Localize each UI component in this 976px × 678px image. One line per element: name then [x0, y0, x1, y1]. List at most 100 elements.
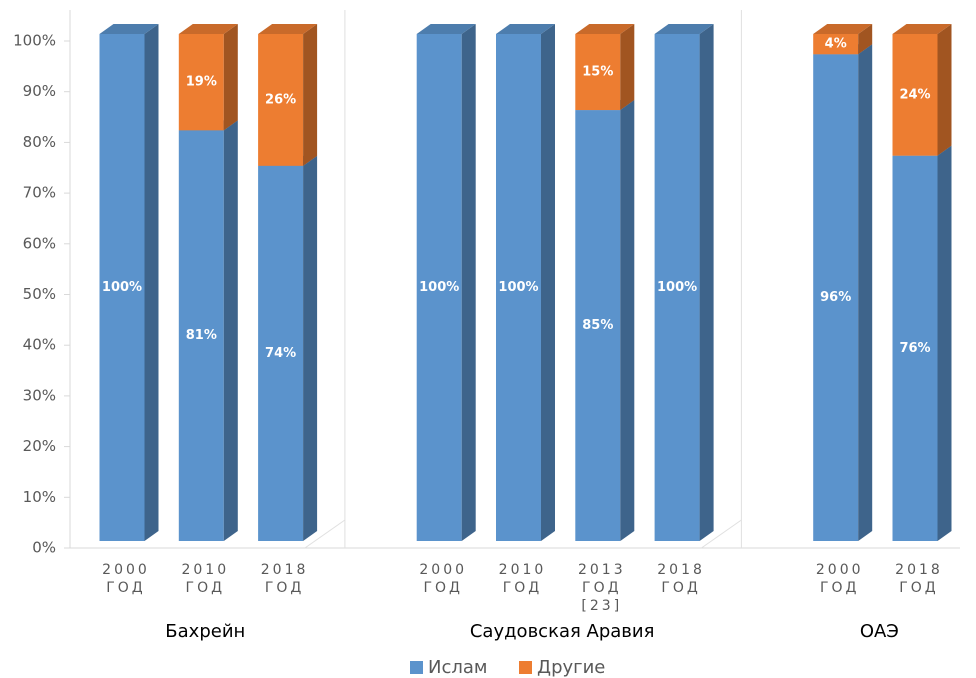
data-label: 100%	[657, 280, 697, 295]
bar-top	[496, 24, 555, 34]
x-tick-line: 2013	[578, 562, 626, 578]
x-tick-label: 2018 ГОД	[895, 562, 943, 596]
x-tick-line: 2018	[657, 562, 705, 578]
bar-side	[144, 24, 159, 541]
bar-side	[223, 120, 238, 541]
bar-segment	[892, 34, 938, 156]
bar-segment	[892, 155, 938, 541]
bar-segment	[99, 34, 145, 541]
bar-side	[937, 145, 952, 541]
x-tick-line: ГОД	[265, 580, 305, 596]
bar-segment	[575, 110, 621, 542]
x-tick-line: 2018	[895, 562, 943, 578]
bar-segment	[258, 165, 304, 541]
x-tick-line: ГОД	[899, 580, 939, 596]
legend-swatch	[410, 661, 423, 674]
y-tick-label: 20%	[23, 437, 56, 455]
bar-side	[937, 24, 952, 156]
data-label: 4%	[825, 37, 847, 52]
y-tick-label: 90%	[23, 82, 56, 100]
group-label: ОАЭ	[860, 621, 899, 642]
y-tick-label: 40%	[23, 336, 56, 354]
bar-top	[654, 24, 714, 34]
bar-side	[858, 44, 873, 541]
bar-side	[223, 24, 238, 131]
group-label: Саудовская Аравия	[470, 621, 655, 642]
x-tick-line: 2000	[816, 562, 864, 578]
bar-side	[699, 24, 714, 541]
floor-edge	[701, 519, 742, 549]
x-tick-line: ГОД	[106, 580, 146, 596]
bar-side	[541, 24, 555, 541]
data-label: 100%	[498, 280, 538, 295]
data-label: 85%	[582, 318, 613, 333]
x-tick-line: 2000	[419, 562, 467, 578]
x-tick-line: ГОД	[582, 580, 622, 596]
bar-segment	[654, 34, 700, 541]
bar-side	[620, 24, 635, 111]
x-tick-label: 2000 ГОД	[816, 562, 864, 596]
bar-top	[575, 24, 635, 34]
x-tick-line: ГОД	[186, 580, 226, 596]
x-tick-line: 2018	[261, 562, 309, 578]
y-tick-label: 80%	[23, 133, 56, 151]
bar-top	[178, 24, 238, 34]
data-label: 100%	[102, 280, 142, 295]
bar-segment	[813, 34, 859, 55]
bar-side	[620, 100, 635, 542]
data-label: 81%	[186, 328, 217, 343]
bar-top	[416, 24, 476, 34]
x-tick-line: 2000	[102, 562, 150, 578]
x-tick-line: ГОД	[503, 580, 543, 596]
bar-segment	[258, 34, 304, 166]
legend-label: Другие	[537, 657, 605, 678]
x-tick-label: 2018 ГОД	[261, 562, 309, 596]
y-tick-label: 0%	[32, 539, 56, 557]
floor-edge	[304, 519, 346, 549]
group-label: Бахрейн	[165, 621, 245, 642]
bar-segment	[813, 54, 859, 541]
data-label: 15%	[582, 65, 613, 80]
data-label: 96%	[820, 290, 851, 305]
bar-side	[303, 24, 318, 166]
x-tick-label: 2013 ГОД [23]	[578, 562, 626, 614]
data-label: 26%	[265, 92, 296, 107]
x-tick-line: 2010	[181, 562, 229, 578]
y-tick-label: 60%	[23, 234, 56, 252]
x-tick-line: [23]	[581, 598, 622, 614]
legend-label: Ислам	[428, 657, 487, 678]
x-tick-label: 2000 ГОД	[419, 562, 467, 596]
bar-segment	[178, 34, 224, 131]
bar-top	[258, 24, 318, 34]
data-label: 76%	[899, 341, 930, 356]
bar-side	[461, 24, 476, 541]
bar-side	[303, 155, 318, 541]
x-tick-label: 2010 ГОД	[181, 562, 229, 596]
x-tick-line: ГОД	[820, 580, 860, 596]
x-tick-line: ГОД	[423, 580, 463, 596]
bar-side	[858, 24, 873, 55]
data-label: 19%	[186, 75, 217, 90]
bar-top	[813, 24, 873, 34]
y-tick-label: 100%	[13, 32, 56, 50]
bar-top	[892, 24, 952, 34]
x-tick-line: ГОД	[661, 580, 701, 596]
bar-segment	[178, 130, 224, 541]
bar-segment	[416, 34, 462, 541]
y-tick-label: 70%	[23, 184, 56, 202]
x-tick-label: 2000 ГОД	[102, 562, 150, 596]
y-tick-label: 50%	[23, 285, 56, 303]
data-label: 24%	[899, 87, 930, 102]
bar-segment	[496, 34, 541, 541]
x-tick-label: 2010 ГОД	[499, 562, 547, 596]
legend-swatch	[519, 661, 532, 674]
data-label: 74%	[265, 346, 296, 361]
y-tick-label: 10%	[23, 488, 56, 506]
x-tick-label: 2018 ГОД	[657, 562, 705, 596]
bar-segment	[575, 34, 621, 111]
x-tick-line: 2010	[499, 562, 547, 578]
y-tick-label: 30%	[23, 386, 56, 404]
bar-top	[99, 24, 159, 34]
data-label: 100%	[419, 280, 459, 295]
